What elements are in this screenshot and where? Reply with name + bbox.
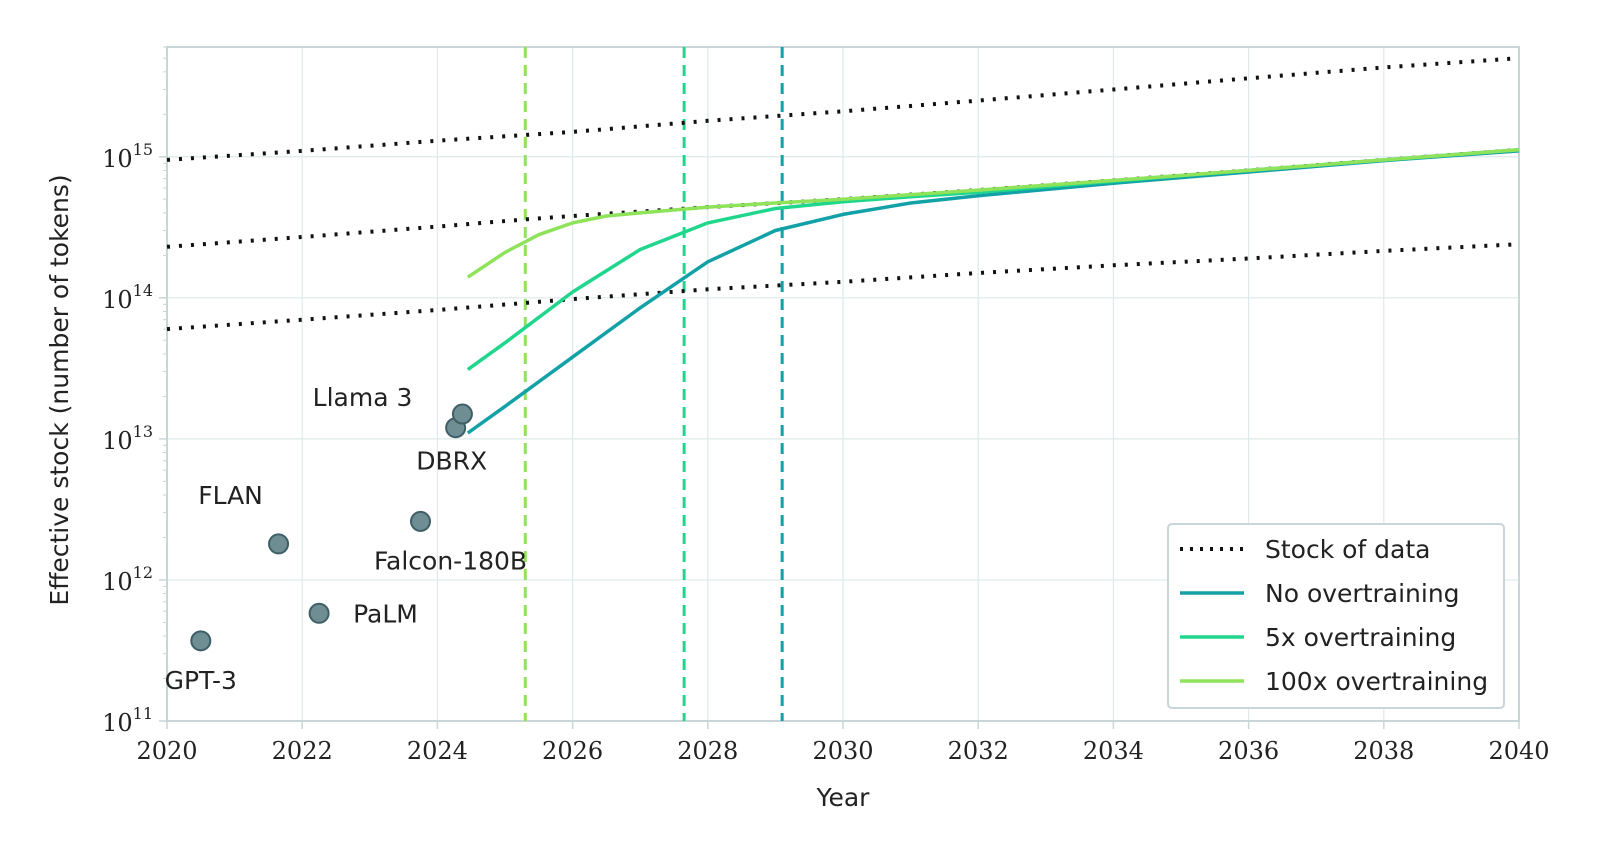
x-tick-label: 2022 <box>272 737 333 765</box>
x-tick-label: 2026 <box>542 737 603 765</box>
x-tick-label: 2030 <box>812 737 873 765</box>
model-label: Falcon-180B <box>374 546 527 575</box>
model-points: GPT-3 FLAN PaLM Falcon-180B DBRX Llama 3 <box>165 383 527 695</box>
x-tick-label: 2024 <box>407 737 468 765</box>
model-label: GPT-3 <box>165 666 237 695</box>
series-line <box>466 149 1520 435</box>
x-tick-label: 2036 <box>1218 737 1279 765</box>
legend: Stock of data No overtraining 5x overtrain… <box>1167 523 1505 709</box>
legend-label: 5x overtraining <box>1265 623 1456 652</box>
x-tick-label: 2032 <box>948 737 1009 765</box>
x-tick-label: 2038 <box>1353 737 1414 765</box>
series-line <box>466 148 1520 372</box>
model-label: FLAN <box>198 481 263 510</box>
model-point <box>410 510 431 532</box>
model-point <box>190 630 212 652</box>
x-axis: 2020 2022 2024 2026 2028 2030 2032 2034 2036 2038… <box>136 721 1550 765</box>
legend-label: 100x overtraining <box>1265 667 1488 696</box>
legend-box <box>1167 523 1505 709</box>
x-tick-label: 2020 <box>136 737 197 765</box>
x-tick-label: 2034 <box>1083 737 1144 765</box>
legend-label: Stock of data <box>1265 535 1431 564</box>
y-tick-label: 1014 <box>102 281 153 314</box>
x-tick-label: 2028 <box>677 737 738 765</box>
series-lines <box>166 56 1520 435</box>
model-label: PaLM <box>353 599 418 628</box>
y-tick-label: 1011 <box>102 704 153 737</box>
model-label: DBRX <box>416 447 487 476</box>
series-line <box>166 242 1520 332</box>
model-point <box>308 602 330 624</box>
model-point <box>451 403 473 425</box>
y-tick-label: 1015 <box>102 140 153 173</box>
y-tick-label: 1013 <box>102 422 153 455</box>
y-tick-label: 1012 <box>102 563 153 596</box>
series-line <box>466 148 1520 279</box>
y-axis-title: Effective stock (number of tokens) <box>45 174 74 605</box>
x-axis-title: Year <box>816 783 871 812</box>
model-label: Llama 3 <box>313 383 413 412</box>
legend-label: No overtraining <box>1265 579 1460 608</box>
model-point <box>268 533 290 555</box>
y-axis: 1011 1012 1013 1014 1015 <box>102 46 167 737</box>
threshold-lines <box>523 47 784 721</box>
series-line <box>166 56 1520 162</box>
x-tick-label: 2040 <box>1488 737 1549 765</box>
